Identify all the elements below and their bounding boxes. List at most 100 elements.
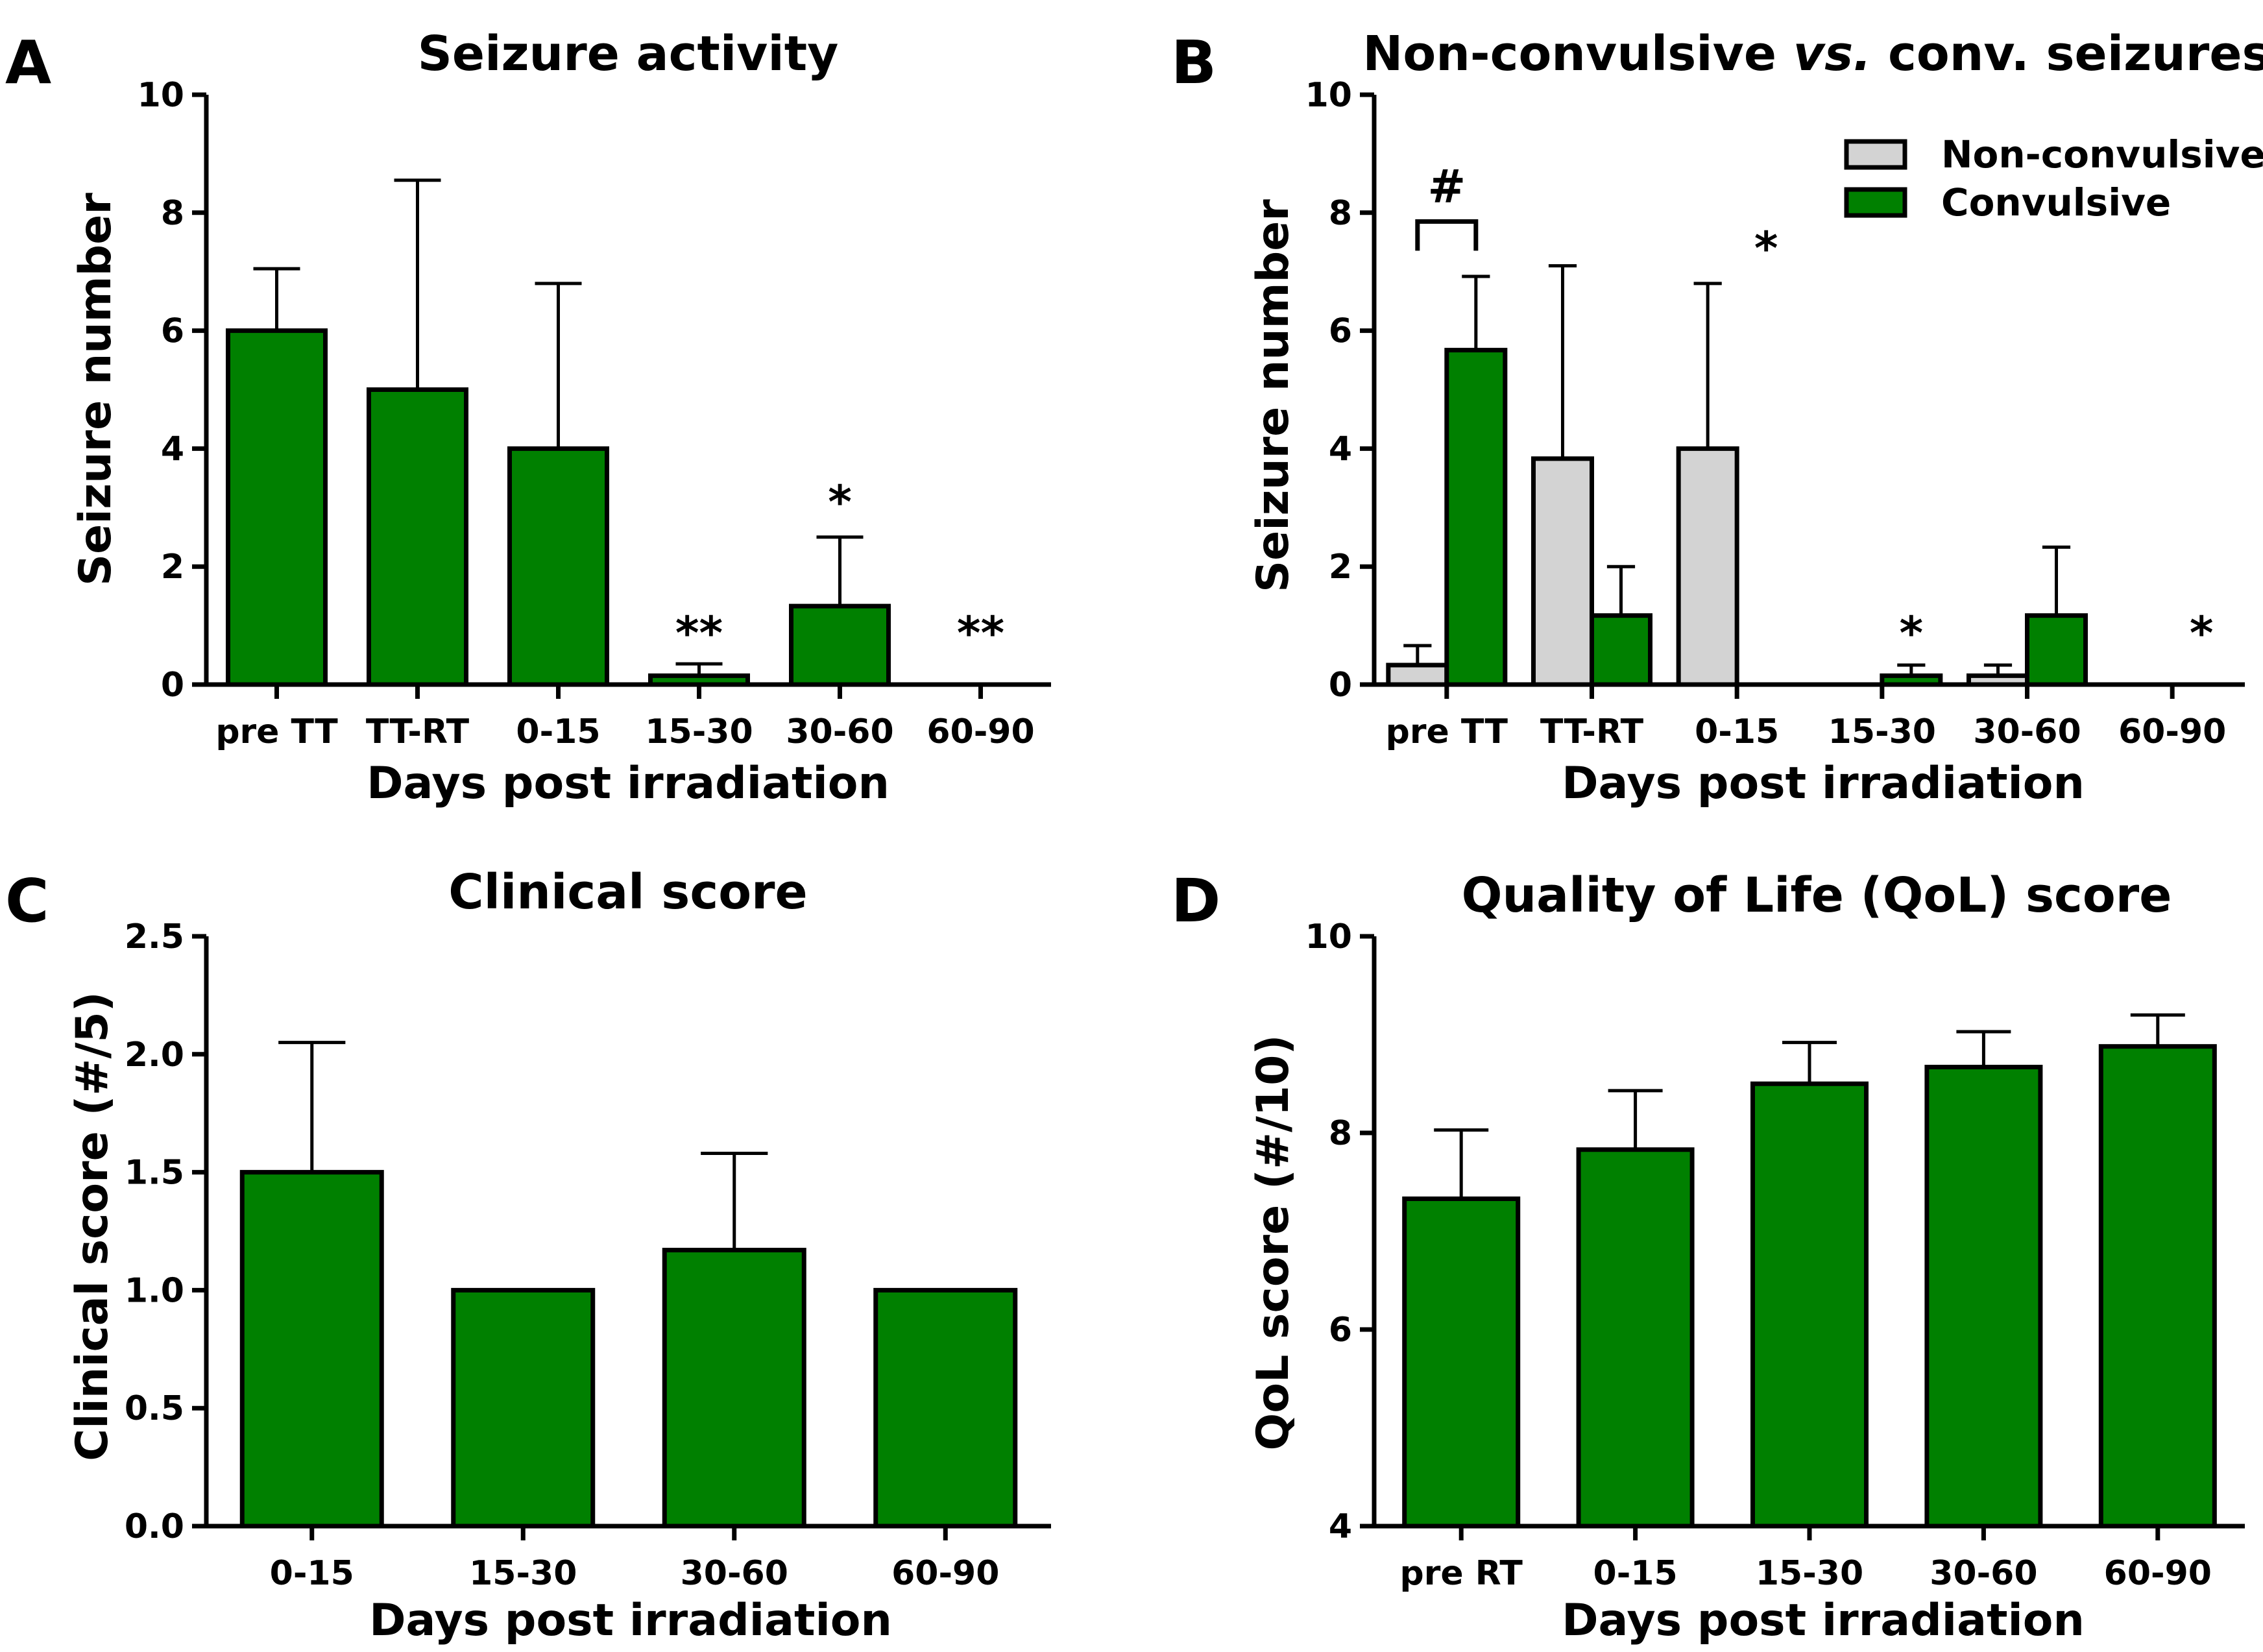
y-tick-label: 4 [1329, 430, 1352, 468]
y-tick-label: 10 [1305, 76, 1352, 115]
x-tick-label: 30-60 [681, 1554, 788, 1593]
x-tick-label: 15-30 [1756, 1554, 1863, 1593]
x-tick-label: 15-30 [645, 712, 753, 751]
panel-b-plot: 0 2 4 6 8 10 pre TT TT-RT 0-15 15-30 30-60 60-90 * * *… [1305, 76, 2245, 751]
panel-b-title-part-3: conv. seizures [1871, 26, 2263, 82]
legend-label-nonconvulsive: Non-convulsive [1941, 132, 2263, 176]
bar [1750, 1081, 1869, 1529]
x-tick-label: 60-90 [2104, 1554, 2212, 1593]
panel-d: D Quality of Life (QoL) score 4 6 8 10 pre R… [1171, 866, 2245, 1646]
panel-letter-c: C [5, 866, 49, 936]
panel-letter-b: B [1171, 28, 1216, 97]
panel-letter-d: D [1171, 866, 1220, 936]
x-tick-label: 30-60 [786, 712, 893, 751]
panel-letter-a: A [5, 28, 51, 97]
bar [1880, 673, 1943, 687]
bar [451, 1287, 596, 1529]
x-tick-label: TT-RT [1540, 712, 1644, 751]
y-tick-label: 6 [1329, 312, 1352, 351]
panel-d-plot: 4 6 8 10 pre RT 0-15 15-30 30-60 60-90 [1305, 917, 2245, 1593]
legend-swatch-nonconvulsive [1844, 139, 1907, 170]
panel-b-title: Non-convulsive vs. conv. seizures [1362, 26, 2263, 82]
x-tick-label: pre TT [1386, 712, 1508, 751]
x-tick-label: 0-15 [1593, 1554, 1678, 1593]
panel-d-ylabel: QoL score (#/10) [1248, 1035, 1299, 1451]
x-tick-label: 30-60 [1930, 1554, 2037, 1593]
x-tick-label: 0-15 [516, 712, 600, 751]
significance-label: * [1754, 222, 1778, 275]
bar [789, 603, 891, 687]
x-tick-label: 15-30 [1828, 712, 1936, 751]
x-tick-label: 0-15 [1695, 712, 1779, 751]
panel-d-title: Quality of Life (QoL) score [1462, 868, 2172, 923]
x-tick-label: TT-RT [366, 712, 470, 751]
panel-a: A Seizure activity 0 2 4 6 8 10 pre TT TT-RT 0-1… [5, 26, 1051, 809]
panel-c: C Clinical score 0.0 0.5 1.0 1.5 2.0 2.5 0-15 1… [5, 864, 1051, 1646]
bar [873, 1287, 1018, 1529]
x-tick-label: 60-90 [891, 1554, 999, 1593]
bar [1576, 1147, 1695, 1529]
panel-b-title-part-2: vs. [1793, 26, 1871, 82]
bar [367, 387, 468, 687]
bar [1590, 613, 1652, 687]
bar [226, 328, 328, 687]
bar [1676, 446, 1739, 687]
significance-bracket [1415, 219, 1479, 251]
x-tick-label: 15-30 [469, 1554, 577, 1593]
y-tick-label: 2.5 [125, 917, 184, 956]
bar [662, 1248, 806, 1529]
x-tick-label: 60-90 [2118, 712, 2226, 751]
y-tick-label: 8 [1329, 194, 1352, 233]
significance-label: * [2190, 607, 2214, 660]
x-tick-label: 0-15 [270, 1554, 354, 1593]
bar [2098, 1044, 2217, 1529]
y-tick-label: 2 [161, 548, 184, 587]
bar [2025, 613, 2088, 687]
panel-c-xlabel: Days post irradiation [369, 1595, 892, 1646]
panel-a-title: Seizure activity [418, 26, 839, 82]
bar [648, 673, 750, 687]
significance-label: ** [957, 607, 1004, 660]
panel-c-plot: 0.0 0.5 1.0 1.5 2.0 2.5 0-15 15-30 30-60 60-90 [125, 917, 1051, 1593]
bar [1444, 348, 1508, 687]
y-tick-label: 4 [161, 430, 184, 468]
panel-b-xlabel: Days post irradiation [1562, 758, 2085, 809]
y-tick-label: 6 [161, 312, 184, 351]
panel-c-title: Clinical score [448, 864, 807, 920]
y-tick-label: 8 [161, 194, 184, 233]
bar [1386, 662, 1449, 687]
panel-d-xlabel: Days post irradiation [1562, 1595, 2085, 1646]
y-tick-label: 6 [1329, 1311, 1352, 1350]
y-tick-label: 10 [1305, 917, 1352, 956]
y-tick-label: 0 [1329, 666, 1352, 705]
panel-a-xlabel: Days post irradiation [367, 758, 889, 809]
significance-label: * [1900, 607, 1924, 660]
bar [1531, 456, 1594, 687]
panel-b-legend: Non-convulsive Convulsive [1844, 132, 2263, 225]
x-tick-label: pre TT [215, 712, 338, 751]
bar [1924, 1064, 2043, 1529]
y-tick-label: 2 [1329, 548, 1352, 587]
legend-label-convulsive: Convulsive [1941, 180, 2171, 225]
panel-b-title-part-1: Non-convulsive [1362, 26, 1793, 82]
panel-b: B Non-convulsive vs. conv. seizures 0 2 4 6… [1171, 26, 2263, 809]
y-tick-label: 2.0 [125, 1036, 184, 1075]
panel-c-ylabel: Clinical score (#/5) [67, 991, 118, 1461]
bracket-label: # [1428, 160, 1466, 213]
significance-label: * [828, 476, 852, 529]
y-tick-label: 1.5 [125, 1154, 184, 1193]
significance-label: ** [675, 607, 723, 660]
x-tick-label: pre RT [1399, 1554, 1523, 1593]
y-tick-label: 0 [161, 666, 184, 705]
panel-a-ylabel: Seizure number [70, 193, 121, 586]
bar [239, 1170, 384, 1529]
y-tick-label: 1.0 [125, 1271, 184, 1310]
y-tick-label: 10 [138, 76, 184, 115]
y-tick-label: 0.5 [125, 1389, 184, 1428]
y-tick-label: 4 [1329, 1507, 1352, 1546]
bar [1967, 673, 2029, 687]
panel-b-ylabel: Seizure number [1248, 199, 1299, 592]
x-tick-label: 60-90 [926, 712, 1034, 751]
